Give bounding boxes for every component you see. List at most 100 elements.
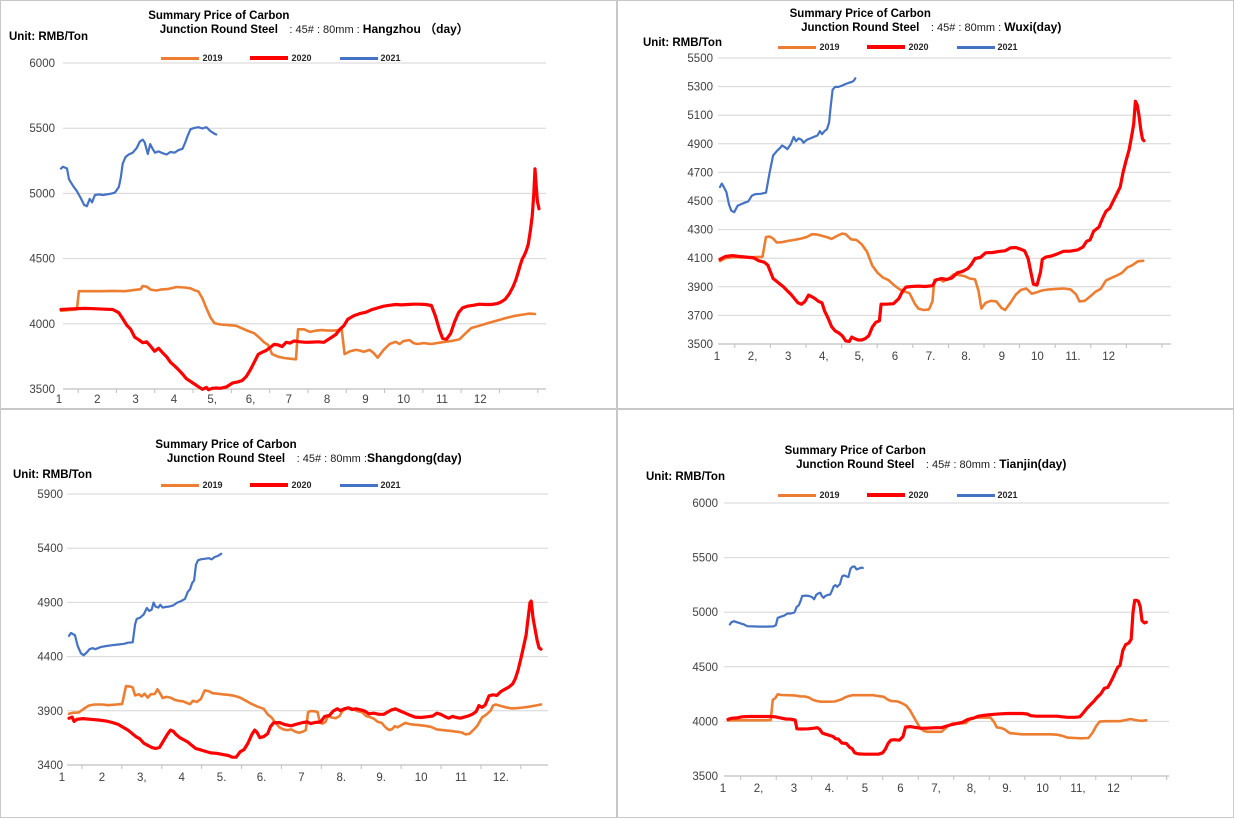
x-tick-label: 10 [415,772,428,784]
y-tick-label: 4700 [687,167,713,179]
y-tick-label: 5500 [687,53,713,65]
y-tick-label: 5900 [37,489,63,501]
legend-label-2020: 2020 [908,42,929,52]
legend-label-2021: 2021 [380,480,401,490]
legend-label-2021: 2021 [997,42,1018,52]
legend-item-2019: 2019 [161,53,222,63]
x-tick-label: 2, [748,351,758,363]
x-tick-label: 5, [207,394,217,406]
series-line-2019 [67,684,543,736]
series-line-2021 [67,552,223,657]
series-line-2020 [726,598,1148,756]
series-line-2019 [718,232,1145,312]
unit-label: Unit: RMB/Ton [646,471,725,483]
unit-label: Unit: RMB/Ton [13,469,92,481]
x-tick-label: 9. [376,772,386,784]
x-tick-label: 11 [436,394,448,406]
legend-item-2019: 2019 [161,480,222,490]
chart-panel-wuxi: 5500 5300 5100 4900 4700 4500 4300 4100 3900 3700… [617,0,1234,409]
x-tick-label: 7 [286,394,292,406]
legend-item-2021: 2021 [956,490,1018,500]
y-tick-label: 4900 [37,597,63,609]
x-tick-label: 7. [926,351,936,363]
x-tick-label: 8, [967,783,977,795]
chart-panel-tianjin: 6000 5500 5000 4500 4000 3500 1 2, 3 4. 5 6 7, 8, 9. 10… [617,409,1234,818]
series-line-2020 [59,167,541,392]
x-tick-label: 8. [337,772,347,784]
y-tick-label: 5300 [687,82,713,94]
x-tick-label: 10 [397,394,410,406]
y-tick-label: 3500 [692,771,718,783]
x-tick-label: 7, [931,783,941,795]
x-tick-label: 5, [855,351,865,363]
legend-item-2021: 2021 [956,42,1018,52]
y-tick-label: 3500 [29,384,55,396]
x-tick-label: 1 [714,351,720,363]
x-tick-label: 3 [791,783,797,795]
series-line-2019 [59,284,537,361]
legend-swatch-2020 [867,45,906,49]
legend-swatch-2021 [339,56,378,60]
plot-area-wuxi: 5500 5300 5100 4900 4700 4500 4300 4100 3900 3700… [687,53,1171,363]
legend: 2019 2020 2021 [91,53,471,63]
unit-label: Unit: RMB/Ton [643,37,722,49]
legend-swatch-2021 [956,493,995,497]
y-tick-label: 3500 [687,339,713,351]
legend-label-2020: 2020 [291,53,312,63]
x-tick-label: 4 [171,394,178,406]
x-tick-label: 2 [99,772,105,784]
legend-swatch-2019 [778,493,817,497]
x-tick-label: 10 [1036,783,1049,795]
x-tick-label: 3 [132,394,138,406]
x-tick-label: 4. [825,783,835,795]
x-tick-label: 10 [1031,351,1044,363]
legend-item-2020: 2020 [867,42,929,52]
y-tick-label: 3900 [37,706,63,718]
legend-swatch-2020 [250,483,289,487]
y-tick-label: 5000 [29,188,55,200]
unit-label: Unit: RMB/Ton [9,31,88,43]
x-tick-label: 6 [897,783,903,795]
series-line-2021 [59,126,218,208]
legend-item-2019: 2019 [778,42,839,52]
legend: 2019 2020 2021 [91,480,471,490]
series-line-2020 [67,599,543,759]
series-line-2021 [718,77,857,214]
legend-swatch-2019 [161,483,200,487]
legend-label-2019: 2019 [819,42,840,52]
x-tick-label: 12 [474,394,487,406]
legend-label-2021: 2021 [997,490,1018,500]
legend-swatch-2021 [339,483,378,487]
x-tick-label: 11 [455,772,467,784]
y-tick-label: 4000 [692,716,718,728]
x-tick-label: 1 [59,772,65,784]
y-tick-label: 5500 [692,553,718,565]
y-tick-label: 4900 [687,139,713,151]
legend-item-2020: 2020 [250,480,312,490]
legend-label-2019: 2019 [202,480,223,490]
x-tick-label: 4 [178,772,185,784]
legend-swatch-2019 [161,56,200,60]
legend-item-2021: 2021 [339,53,401,63]
legend-swatch-2021 [956,45,995,49]
x-tick-label: 6 [892,351,898,363]
chart-panel-hangzhou: 6000 5500 5000 4500 4000 3500 1 2 3 4 5, 6, 7 8 9 10 11 1… [0,0,617,409]
x-tick-label: 5 [862,783,868,795]
x-tick-label: 6. [257,772,267,784]
legend-item-2020: 2020 [250,53,312,63]
series-line-2021 [728,565,864,628]
x-tick-label: 9 [999,351,1005,363]
y-tick-label: 6000 [29,58,55,70]
chart-panel-shangdong: 5900 5400 4900 4400 3900 3400 1 2 3, 4 5. 6. 7 8. 9. 10… [0,409,617,818]
legend-swatch-2020 [867,493,906,497]
y-tick-label: 6000 [692,498,718,510]
legend-label-2021: 2021 [380,53,401,63]
y-tick-label: 3900 [687,282,713,294]
legend-label-2020: 2020 [291,480,312,490]
x-tick-label: 4, [819,351,829,363]
y-tick-label: 4400 [37,652,63,664]
